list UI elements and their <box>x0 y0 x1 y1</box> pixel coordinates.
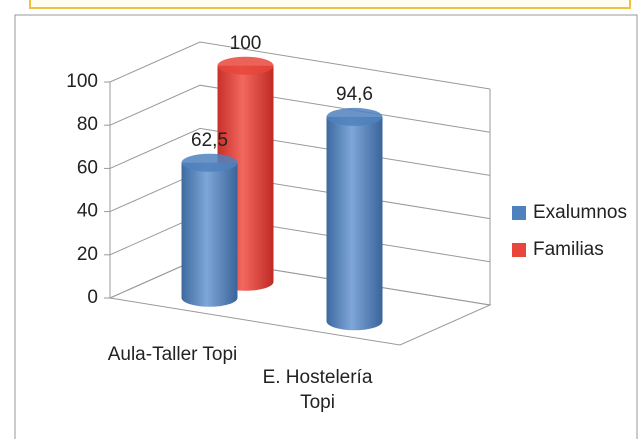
floor <box>108 257 492 346</box>
y-tick-label: 40 <box>77 201 98 222</box>
cylinder <box>326 107 383 331</box>
legend-swatch <box>512 206 526 220</box>
legend-label: Familias <box>533 239 604 260</box>
y-tick-label: 60 <box>77 157 98 178</box>
grid-line <box>109 257 491 306</box>
grid-line <box>109 214 491 263</box>
cylinder <box>181 153 238 307</box>
bar-top <box>326 107 383 126</box>
grid-line <box>109 171 491 220</box>
value-label: 62,5 <box>191 130 228 151</box>
y-tick-label: 0 <box>87 287 98 308</box>
y-tick-label: 80 <box>77 114 98 135</box>
value-label: 94,6 <box>336 84 373 105</box>
grid-line <box>109 41 491 90</box>
bar <box>326 116 383 331</box>
value-label: 100 <box>230 33 262 54</box>
bar <box>181 162 238 307</box>
x-tick-label: E. Hostelería Topi <box>262 367 373 414</box>
legend-label: Exalumnos <box>533 202 627 223</box>
bar-top <box>181 153 238 172</box>
chart-border <box>14 14 638 439</box>
y-tick-label: 20 <box>77 244 98 265</box>
x-tick-label: Aula-Taller Topi <box>107 343 238 365</box>
grid-line <box>109 127 491 176</box>
bar-top <box>217 56 274 75</box>
y-tick-label: 100 <box>66 71 98 92</box>
legend-swatch <box>512 243 526 257</box>
grid-line <box>109 84 491 133</box>
header-strip <box>29 0 631 9</box>
